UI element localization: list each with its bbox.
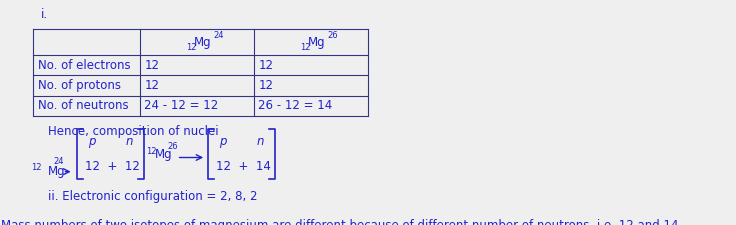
Text: Mg: Mg [194, 36, 211, 49]
Text: p: p [219, 135, 227, 148]
Text: n: n [125, 135, 132, 148]
Text: Mass numbers of two isotopes of magnesium are different because of different num: Mass numbers of two isotopes of magnesiu… [1, 219, 683, 225]
Text: 12: 12 [258, 79, 273, 92]
Text: Mg: Mg [308, 36, 325, 49]
Text: 12: 12 [144, 59, 159, 72]
Text: No. of neutrons: No. of neutrons [38, 99, 128, 112]
Text: 12: 12 [300, 43, 311, 52]
Text: Mg: Mg [48, 165, 66, 178]
Text: Hence, composition of nuclei: Hence, composition of nuclei [48, 125, 219, 138]
Text: i.: i. [40, 8, 48, 21]
Text: No. of protons: No. of protons [38, 79, 121, 92]
Text: 26: 26 [168, 142, 178, 151]
Text: 12  +  12: 12 + 12 [85, 160, 140, 173]
Text: ii. Electronic configuration = 2, 8, 2: ii. Electronic configuration = 2, 8, 2 [48, 190, 258, 203]
Text: No. of electrons: No. of electrons [38, 59, 130, 72]
Text: 12: 12 [185, 43, 197, 52]
Text: 24 - 12 = 12: 24 - 12 = 12 [144, 99, 219, 112]
Text: p: p [88, 135, 96, 148]
Text: 12  +  14: 12 + 14 [216, 160, 271, 173]
Text: Mg: Mg [155, 148, 173, 161]
Text: 24: 24 [213, 31, 224, 40]
Text: 12: 12 [32, 163, 42, 172]
Text: 12: 12 [258, 59, 273, 72]
Text: 26 - 12 = 14: 26 - 12 = 14 [258, 99, 333, 112]
Text: 26: 26 [328, 31, 339, 40]
Text: n: n [256, 135, 263, 148]
Text: 12: 12 [146, 147, 156, 156]
Text: 12: 12 [144, 79, 159, 92]
Text: 24: 24 [54, 158, 64, 166]
